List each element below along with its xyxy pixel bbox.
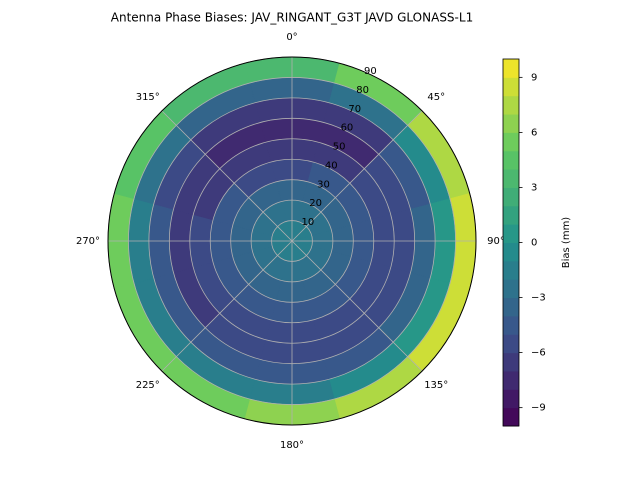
- polar-frame: [107, 56, 477, 426]
- colorbar-swatch: [503, 389, 519, 409]
- theta-tick-label: 45°: [427, 92, 445, 103]
- colorbar-swatch: [503, 169, 519, 188]
- colorbar-swatch: [503, 370, 519, 390]
- theta-tick-label: 90°: [487, 236, 505, 247]
- colorbar-tick-label: 9: [531, 72, 537, 83]
- colorbar-swatch: [503, 59, 519, 78]
- theta-tick-label: 315°: [136, 92, 160, 103]
- colorbar-swatch: [503, 279, 519, 299]
- theta-grid-line: [161, 110, 293, 242]
- r-tick-label: 80: [356, 85, 369, 96]
- colorbar-swatch: [503, 205, 519, 225]
- colorbar-swatch: [503, 352, 519, 372]
- colorbar-swatch: [503, 334, 519, 354]
- theta-grid-line: [161, 240, 293, 372]
- theta-tick-label: 270°: [76, 236, 100, 247]
- colorbar-swatch: [503, 132, 519, 152]
- r-tick-label: 10: [301, 217, 314, 228]
- colorbar: −9 −6 −3 0 3 6 9 Bias (mm): [502, 58, 572, 427]
- colorbar-tick-label: 0: [531, 238, 537, 249]
- theta-tick-label: 225°: [136, 380, 160, 391]
- colorbar-swatch: [503, 187, 519, 207]
- r-tick-label: 20: [309, 198, 322, 209]
- r-tick-label: 30: [317, 179, 330, 190]
- theta-tick-label: 180°: [280, 440, 304, 451]
- colorbar-swatch: [503, 150, 519, 170]
- colorbar-tick-label: 3: [531, 182, 537, 193]
- theta-grid-line: [291, 110, 423, 242]
- colorbar-label: Bias (mm): [561, 217, 572, 269]
- r-tick-label: 60: [341, 123, 354, 134]
- r-tick-label: 70: [348, 104, 361, 115]
- colorbar-swatch: [503, 77, 519, 97]
- colorbar-swatch: [503, 260, 519, 280]
- colorbar-tick-label: −9: [531, 403, 546, 414]
- colorbar-tick-label: 6: [531, 127, 537, 138]
- r-tick-label: 40: [325, 160, 338, 171]
- colorbar-swatch: [503, 242, 519, 262]
- colorbar-swatch: [503, 114, 519, 133]
- colorbar-tick-label: −3: [531, 293, 546, 304]
- colorbar-swatch: [503, 224, 519, 243]
- theta-tick-label: 135°: [424, 380, 448, 391]
- theta-tick-label: 0°: [286, 32, 297, 43]
- colorbar-tick-label: −6: [531, 348, 546, 359]
- r-tick-label: 50: [333, 142, 346, 153]
- grid: 10 20 30 40 50 60 70 80 90 0° 45° 90° 135° 180° 225° 27…: [76, 32, 505, 451]
- theta-grid-line: [291, 240, 423, 372]
- colorbar-swatch: [503, 407, 519, 427]
- colorbar-swatch: [503, 95, 519, 115]
- chart-title: Antenna Phase Biases: JAV_RINGANT_G3T JA…: [111, 11, 473, 25]
- r-tick-label: 90: [364, 66, 377, 77]
- colorbar-swatch: [503, 315, 519, 335]
- colorbar-swatch: [503, 297, 519, 317]
